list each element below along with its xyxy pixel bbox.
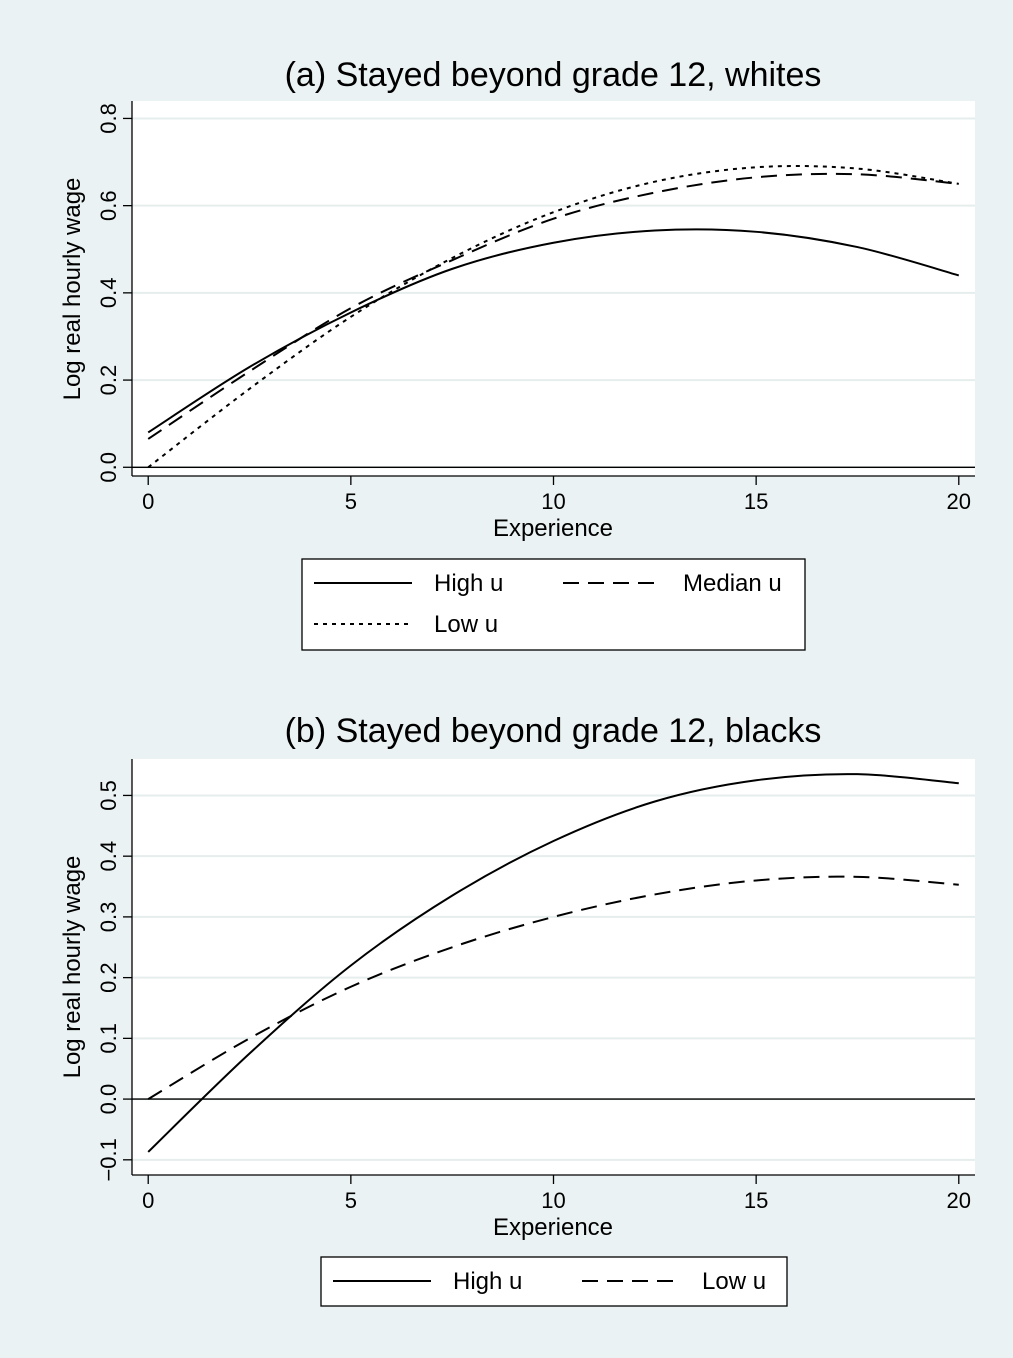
y-tick-label: 0.0 [96,1084,121,1115]
y-tick-label: 0.5 [96,780,121,811]
legend-label-high-u: High u [453,1268,522,1295]
series-line-low-u [147,165,959,469]
x-tick-label: 15 [744,1188,768,1213]
y-axis-label: Log real hourly wage [59,178,86,401]
series-line-low-u [147,875,959,1100]
plot-area [132,101,975,476]
chart-title: (a) Stayed beyond grade 12, whites [285,56,822,94]
legend-label-low-u: Low u [434,611,498,638]
y-tick-label: 0.4 [96,278,121,309]
series-line-high-u [147,228,960,434]
x-axis-label: Experience [493,1214,613,1241]
legend: High u Median u Low u [301,558,806,651]
y-tick-label: 0.4 [96,841,121,872]
panel-a-whites: (a) Stayed beyond grade 12, whites 0.00.… [59,56,975,651]
panel-b-blacks: (b) Stayed beyond grade 12, blacks −0.1 0… [59,712,975,1307]
legend-label-high-u: High u [434,570,503,597]
data-lines [147,165,960,469]
y-tick-label: 0.8 [96,103,121,134]
gridlines [132,794,975,1161]
y-axis-ticks: −0.1 0.0 0.1 0.2 0.3 0.4 0.5 [96,780,132,1182]
y-axis-label: Log real hourly wage [59,856,86,1079]
y-tick-label: 0.1 [96,1023,121,1054]
x-tick-label: 10 [541,1188,565,1213]
x-tick-label: 5 [345,489,357,514]
x-axis-ticks: 0 5 10 15 20 [142,1175,971,1213]
legend: High u Low u [320,1256,788,1307]
legend-box [301,558,806,651]
x-tick-label: 20 [947,489,971,514]
y-tick-label: 0.6 [96,190,121,221]
y-tick-label: −0.1 [96,1138,121,1181]
legend-label-median-u: Median u [683,570,782,597]
y-tick-label: 0.2 [96,365,121,396]
x-tick-label: 10 [541,489,565,514]
x-tick-label: 0 [142,489,154,514]
chart-title: (b) Stayed beyond grade 12, blacks [285,712,822,750]
x-tick-label: 20 [947,1188,971,1213]
y-axis-ticks: 0.0 0.2 0.4 0.6 0.8 [96,103,132,483]
y-tick-label: 0.3 [96,902,121,933]
x-tick-label: 5 [345,1188,357,1213]
x-tick-label: 15 [744,489,768,514]
x-axis-ticks: 0 5 10 15 20 [142,476,971,514]
x-tick-label: 0 [142,1188,154,1213]
plot-area [132,759,975,1175]
series-line-high-u [147,773,959,1153]
legend-label-low-u: Low u [702,1268,766,1295]
y-tick-label: 0.2 [96,962,121,993]
series-line-median-u [147,172,959,440]
data-lines [147,773,959,1153]
x-axis-label: Experience [493,515,613,542]
y-tick-label: 0.0 [96,452,121,483]
